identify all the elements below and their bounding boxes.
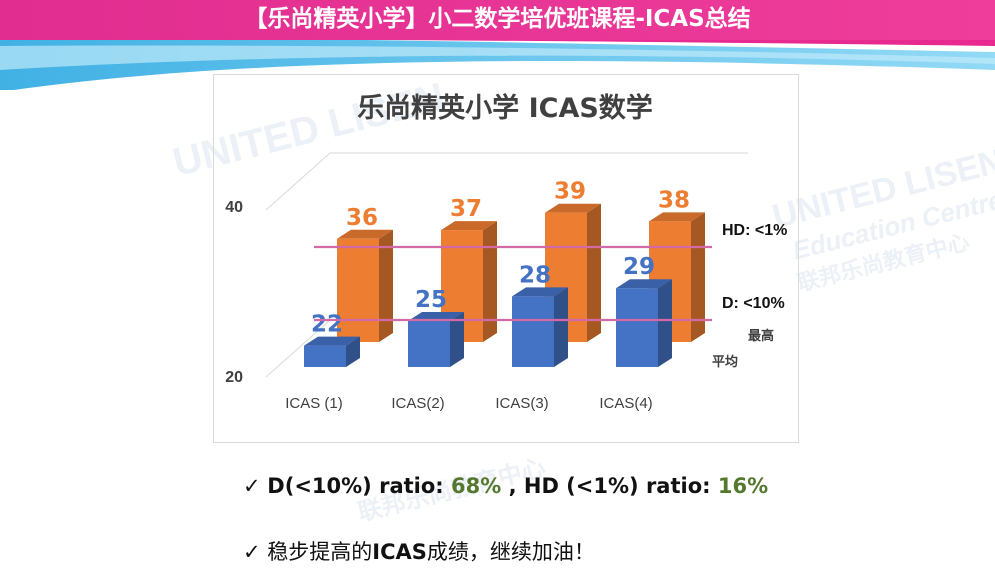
legend-entry-max: 最高 [748, 328, 774, 344]
d-ratio-prefix: D(<10%) ratio: [267, 474, 451, 498]
bar-avg-2 [408, 312, 464, 367]
bar-avg-3-side [554, 287, 568, 367]
check-icon: ✓ [243, 474, 261, 498]
bar-max-4-side [691, 212, 705, 342]
y-tick-label-2: 40 [225, 199, 243, 216]
page-title: 【乐尚精英小学】小二数学培优班课程-ICAS总结 [244, 6, 751, 32]
bar-avg-1-top [304, 336, 360, 346]
bar-max-3-top [545, 203, 601, 213]
legend-entry-avg: 平均 [712, 354, 738, 370]
bar-avg-2-front [408, 321, 450, 367]
chart-bars: 36 22 37 25 39 28 38 29 [304, 179, 705, 367]
data-label-max-2: 37 [450, 196, 482, 222]
data-label-max-4: 38 [658, 187, 690, 213]
bar-avg-2-top [408, 312, 464, 321]
summary-progress-line: ✓ 稳步提高的ICAS成绩，继续加油！ [243, 536, 595, 566]
bar-avg-4-front [616, 288, 658, 367]
bar-avg-1-side [346, 336, 360, 367]
data-label-avg-2: 25 [415, 287, 447, 313]
x-category-label-1: ICAS (1) [285, 395, 343, 412]
data-label-max-1: 36 [346, 205, 378, 231]
bar-avg-4-top [616, 279, 672, 289]
bar-max-1-front [337, 238, 379, 342]
reference-line-label-2: D: <10% [722, 295, 785, 312]
bar-max-1-top [337, 229, 393, 239]
chart-reference-lines: HD: <1% D: <10% [314, 222, 787, 322]
summary-ratio-line: ✓ D(<10%) ratio: 68% , HD (<1%) ratio: 1… [243, 474, 768, 498]
data-label-avg-4: 29 [623, 254, 655, 280]
check-icon: ✓ [243, 540, 261, 564]
reference-line-label-1: HD: <1% [722, 222, 787, 239]
x-category-label-4: ICAS(4) [599, 395, 652, 412]
bar-max-4-top [649, 212, 705, 222]
bar-max-2-top [441, 221, 497, 231]
data-label-max-3: 39 [554, 179, 586, 205]
progress-prefix: 稳步提高的 [267, 540, 373, 564]
bar-avg-4 [616, 279, 672, 367]
y-tick-label-1: 20 [225, 369, 243, 386]
data-label-avg-1: 22 [311, 312, 343, 338]
x-category-label-2: ICAS(2) [391, 395, 444, 412]
bar-max-2-side [483, 221, 497, 342]
progress-bold: ICAS [372, 540, 427, 564]
hd-ratio-prefix: , HD (<1%) ratio: [501, 474, 718, 498]
bar-max-1 [337, 229, 393, 342]
bar-avg-1 [304, 336, 360, 367]
bar-max-3-side [587, 203, 601, 342]
d-ratio-value: 68% [451, 474, 502, 498]
bar-avg-3 [512, 287, 568, 367]
hd-ratio-value: 16% [717, 474, 769, 498]
bar-max-1-side [379, 229, 393, 342]
bar-avg-1-front [304, 345, 346, 367]
chart-frame [213, 74, 799, 443]
bar-avg-3-top [512, 287, 568, 297]
chart-title: 乐尚精英小学 ICAS数学 [357, 92, 653, 124]
data-label-avg-3: 28 [519, 262, 551, 288]
bar-avg-3-front [512, 296, 554, 367]
x-category-label-3: ICAS(3) [495, 395, 548, 412]
bar-avg-4-side [658, 279, 672, 367]
header-banner [0, 0, 995, 90]
chart-x-categories: ICAS (1) ICAS(2) ICAS(3) ICAS(4) [285, 395, 652, 412]
bar-avg-2-side [450, 312, 464, 367]
progress-suffix: 成绩，继续加油！ [426, 540, 595, 564]
